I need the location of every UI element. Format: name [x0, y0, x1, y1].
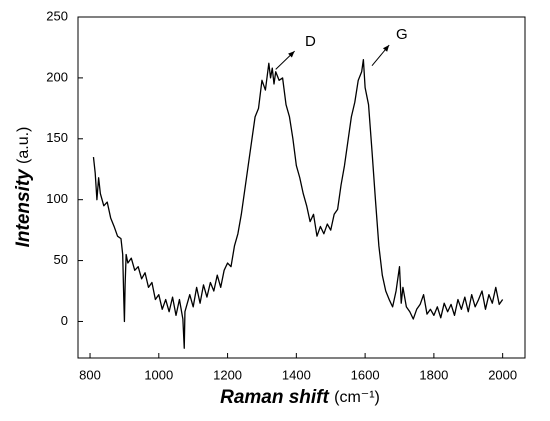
x-tick-label: 1800: [419, 367, 448, 382]
y-tick-label: 150: [46, 130, 68, 145]
x-tick-label: 1400: [282, 367, 311, 382]
x-label-unit: (cm⁻¹): [334, 389, 380, 406]
y-axis-title: Intensity (a.u.): [13, 127, 34, 248]
annotation-arrowhead: [288, 51, 295, 58]
y-label-unit: (a.u.): [15, 127, 32, 164]
annotation: G: [396, 26, 408, 43]
x-tick-label: 1200: [213, 367, 242, 382]
x-tick-label: 1600: [351, 367, 380, 382]
y-tick-label: 50: [54, 252, 68, 267]
y-tick-label: 200: [46, 69, 68, 84]
x-label: Raman shift: [220, 387, 329, 408]
y-tick-label: 0: [61, 313, 68, 328]
annotation-arrowhead: [382, 45, 390, 52]
x-tick-label: 800: [79, 367, 101, 382]
x-tick-label: 1000: [144, 367, 173, 382]
annotation: D: [305, 33, 316, 50]
x-axis-title: Raman shift (cm⁻¹): [220, 387, 380, 408]
plot-frame: [77, 16, 526, 359]
y-tick-label: 250: [46, 8, 68, 23]
spectrum-line: [92, 58, 504, 349]
x-tick-label: 2000: [488, 367, 517, 382]
y-tick-label: 100: [46, 191, 68, 206]
y-label: Intensity: [13, 168, 34, 248]
